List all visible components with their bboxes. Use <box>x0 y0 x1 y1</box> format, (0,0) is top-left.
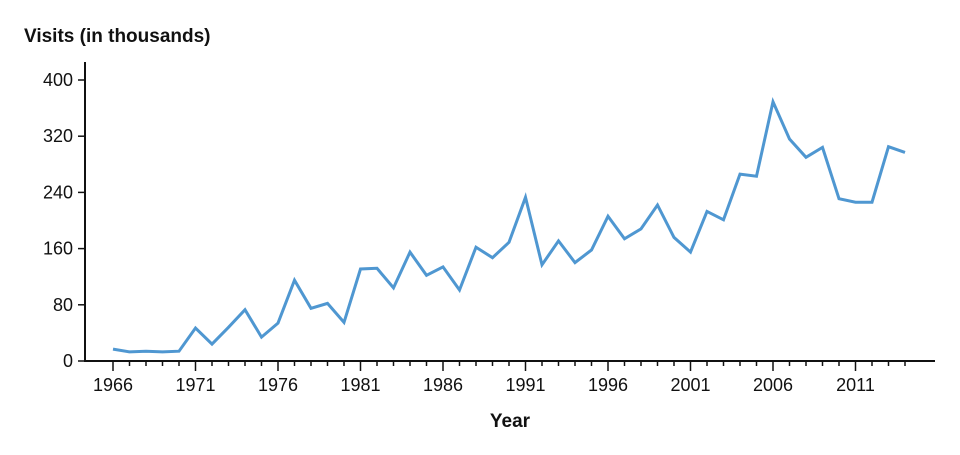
x-tick-label: 2011 <box>836 375 875 395</box>
x-tick-label: 2006 <box>753 375 793 395</box>
y-axis: 0 80 160 240 320 400 <box>43 62 86 371</box>
y-tick-label: 80 <box>53 295 73 315</box>
x-tick-label: 1976 <box>258 375 298 395</box>
x-tick-label: 2001 <box>670 375 710 395</box>
y-tick-label: 400 <box>43 70 73 90</box>
x-axis-title: Year <box>490 411 531 432</box>
x-tick-label: 1966 <box>93 375 133 395</box>
visits-line <box>112 97 906 354</box>
y-tick-label: 320 <box>43 126 73 146</box>
y-tick-label: 240 <box>43 182 73 202</box>
y-axis-title: Visits (in thousands) <box>24 26 211 47</box>
x-tick-label: 1996 <box>588 375 628 395</box>
x-tick-label: 1971 <box>175 375 215 395</box>
x-tick-label: 1991 <box>505 375 545 395</box>
x-tick-label: 1986 <box>423 375 463 395</box>
y-tick-label: 160 <box>43 239 73 259</box>
y-tick-label: 0 <box>63 351 73 371</box>
x-axis: 1966 1971 1976 1981 1986 1991 1996 2001 2006 2011 <box>84 360 935 395</box>
x-tick-label: 1981 <box>340 375 380 395</box>
